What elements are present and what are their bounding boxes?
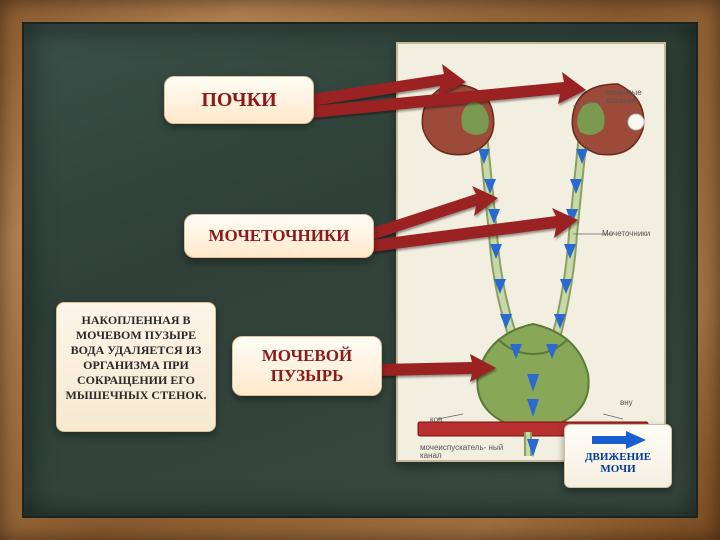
label-ureters-text: МОЧЕТОЧНИКИ <box>208 226 349 246</box>
label-bladder-text: МОЧЕВОЙ ПУЗЫРЬ <box>243 346 371 385</box>
legend-box: ДВИЖЕНИЕ МОЧИ <box>564 424 672 488</box>
anatomy-ureter-label: Мочеточники <box>602 230 650 238</box>
explanation-text-content: НАКОПЛЕННАЯ В МОЧЕВОМ ПУЗЫРЕ ВОДА УДАЛЯЕ… <box>66 313 207 402</box>
label-kidneys-text: ПОЧКИ <box>201 89 276 112</box>
legend-line1: ДВИЖЕНИЕ <box>573 451 663 463</box>
label-bladder: МОЧЕВОЙ ПУЗЫРЬ <box>232 336 382 396</box>
anatomy-diagram: почечные лоханки Мочеточники ков вну нар… <box>396 42 666 462</box>
anatomy-pelvis-label: почечные лоханки <box>606 89 666 105</box>
anatomy-bladder-left-label: ков <box>430 416 442 424</box>
explanation-text: НАКОПЛЕННАЯ В МОЧЕВОМ ПУЗЫРЕ ВОДА УДАЛЯЕ… <box>56 302 216 432</box>
chalkboard: почечные лоханки Мочеточники ков вну нар… <box>22 22 698 518</box>
flow-arrows <box>478 149 588 457</box>
bladder <box>477 324 588 428</box>
legend-arrow-icon <box>588 431 648 449</box>
label-ureters: МОЧЕТОЧНИКИ <box>184 214 374 258</box>
label-kidneys: ПОЧКИ <box>164 76 314 124</box>
legend-line2: МОЧИ <box>573 463 663 475</box>
anatomy-bladder-right-label: вну <box>620 399 633 407</box>
kidney-left <box>422 84 493 155</box>
anatomy-urethra-label: мочеиспускатель- ный канал <box>420 444 510 460</box>
wooden-frame: почечные лоханки Мочеточники ков вну нар… <box>0 0 720 540</box>
